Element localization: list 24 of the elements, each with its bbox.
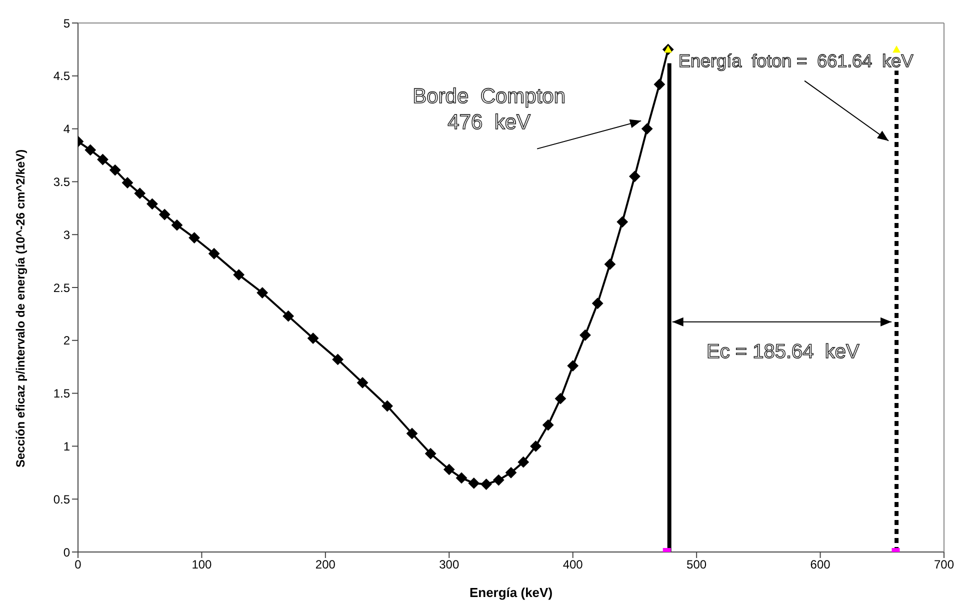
x-tick-label: 0 <box>74 558 82 572</box>
x-tick-label: 100 <box>192 558 212 572</box>
x-tick-label: 700 <box>934 558 954 572</box>
x-tick-label: 600 <box>810 558 831 572</box>
y-tick-label: 0 <box>63 545 70 560</box>
annotation: Borde Compton 476 keV <box>412 84 566 134</box>
y-tick-label: 4.5 <box>53 69 70 84</box>
y-tick-label: 2 <box>63 334 70 348</box>
annotation: Ec = 185.64 keV <box>706 340 860 363</box>
y-tick-label: 5 <box>63 16 70 30</box>
y-tick-label: 1.5 <box>53 386 70 401</box>
annotation: Energía foton = 661.64 keV <box>678 50 914 71</box>
y-tick-label: 2.5 <box>53 280 70 295</box>
x-tick-label: 200 <box>315 558 336 572</box>
x-tick-label: 300 <box>439 558 460 572</box>
y-tick-label: 0.5 <box>53 492 70 506</box>
x-tick-label: 400 <box>562 558 584 572</box>
y-tick-label: 3 <box>63 228 70 242</box>
x-tick-label: 500 <box>686 558 707 572</box>
y-tick-label: 4 <box>63 122 70 136</box>
x-axis-title: Energía (keV) <box>469 585 553 600</box>
y-tick-label: 1 <box>63 439 70 454</box>
y-tick-label: 3.5 <box>53 174 70 189</box>
y-axis-title: Sección eficaz p/intervalo de energía (10^-26 cm^2/keV) <box>13 149 28 468</box>
